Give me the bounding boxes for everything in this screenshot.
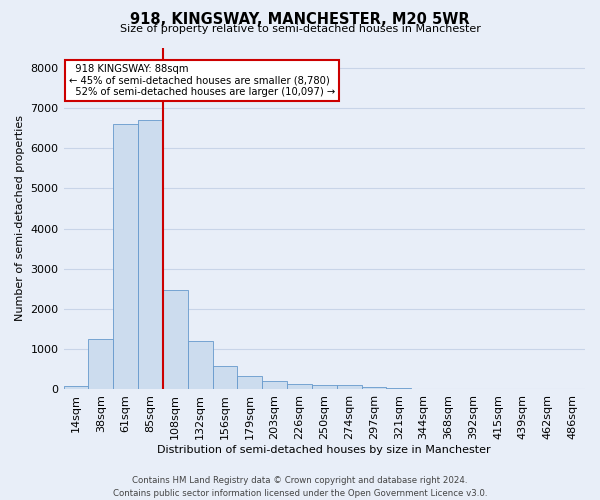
Bar xyxy=(287,384,312,390)
Bar xyxy=(188,341,212,390)
Bar xyxy=(386,388,411,390)
Text: 918 KINGSWAY: 88sqm
← 45% of semi-detached houses are smaller (8,780)
  52% of s: 918 KINGSWAY: 88sqm ← 45% of semi-detach… xyxy=(68,64,335,97)
Bar xyxy=(113,124,138,390)
Y-axis label: Number of semi-detached properties: Number of semi-detached properties xyxy=(15,116,25,322)
X-axis label: Distribution of semi-detached houses by size in Manchester: Distribution of semi-detached houses by … xyxy=(157,445,491,455)
Bar xyxy=(64,386,88,390)
Bar xyxy=(411,388,436,390)
Bar xyxy=(337,385,362,390)
Bar xyxy=(212,366,238,390)
Bar xyxy=(362,386,386,390)
Text: 918, KINGSWAY, MANCHESTER, M20 5WR: 918, KINGSWAY, MANCHESTER, M20 5WR xyxy=(130,12,470,28)
Text: Contains HM Land Registry data © Crown copyright and database right 2024.
Contai: Contains HM Land Registry data © Crown c… xyxy=(113,476,487,498)
Bar xyxy=(312,384,337,390)
Text: Size of property relative to semi-detached houses in Manchester: Size of property relative to semi-detach… xyxy=(119,24,481,34)
Bar xyxy=(138,120,163,390)
Bar xyxy=(238,376,262,390)
Bar xyxy=(88,339,113,390)
Bar xyxy=(163,290,188,390)
Bar xyxy=(262,382,287,390)
